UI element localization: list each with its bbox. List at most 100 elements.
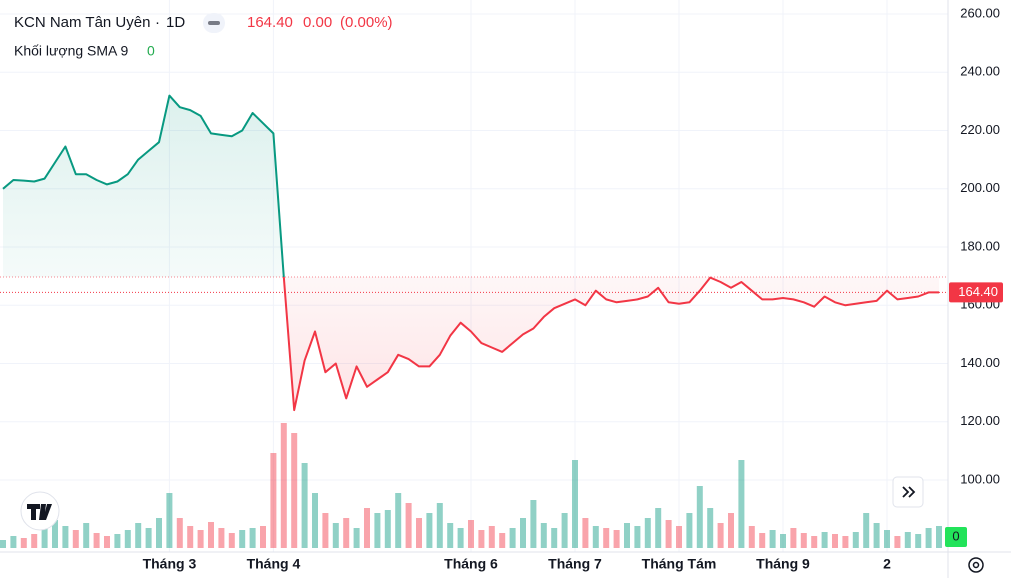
volume-bar — [228, 533, 235, 548]
volume-bar — [592, 526, 599, 548]
price-area — [3, 95, 284, 277]
volume-bar — [260, 526, 266, 548]
volume-bar — [572, 460, 578, 548]
volume-bar — [832, 534, 838, 548]
settings-button[interactable] — [968, 557, 984, 573]
x-tick-label: Tháng 3 — [143, 556, 197, 572]
volume-bar — [821, 532, 828, 548]
volume-value-box — [945, 527, 967, 547]
volume-bar — [884, 530, 890, 548]
y-tick-label: 240.00 — [960, 64, 1000, 79]
volume-bar — [551, 528, 558, 548]
last-price-box — [949, 282, 1003, 303]
volume-bar — [624, 523, 630, 548]
volume-bar — [374, 513, 381, 548]
volume-bar — [270, 453, 277, 548]
volume-bar — [31, 534, 38, 548]
volume-bar — [208, 522, 214, 548]
volume-bar — [104, 536, 110, 548]
volume-bar — [312, 493, 318, 548]
y-tick-label: 220.00 — [960, 122, 1000, 137]
volume-bar — [800, 533, 807, 548]
logo[interactable] — [20, 491, 60, 531]
volume-bar — [520, 518, 526, 548]
volume-bar — [72, 530, 79, 548]
volume-bar — [0, 540, 6, 548]
volume-bar — [384, 510, 391, 548]
volume-bar — [176, 518, 183, 548]
volume-bar — [41, 528, 48, 548]
volume-pane — [0, 423, 942, 548]
x-tick-label: 2 — [883, 556, 891, 572]
volume-bar — [93, 533, 100, 548]
volume-bar — [676, 526, 682, 548]
volume-bar — [218, 528, 225, 548]
volume-bar — [707, 508, 714, 548]
volume-bar — [343, 518, 350, 548]
volume-bar — [83, 523, 90, 548]
volume-bar — [405, 503, 412, 548]
volume-bar — [353, 528, 360, 548]
volume-bar — [769, 530, 776, 548]
volume-bar — [478, 530, 485, 548]
volume-bar — [894, 536, 901, 548]
volume-bar — [915, 534, 922, 548]
volume-bar — [426, 513, 433, 548]
volume-bar — [603, 528, 610, 548]
price-area — [283, 276, 939, 411]
header-change-percent: (0.00%) — [340, 14, 393, 31]
volume-bar — [613, 530, 620, 548]
volume-bar — [634, 526, 641, 548]
volume-bar — [52, 520, 58, 548]
volume-bar — [540, 523, 547, 548]
volume-bar — [790, 528, 797, 548]
volume-bar — [811, 536, 818, 548]
volume-bar — [842, 536, 849, 548]
volume-bar — [499, 533, 506, 548]
volume-value-label: 0 — [952, 528, 959, 543]
volume-bar — [530, 500, 537, 548]
volume-bar — [322, 513, 329, 548]
volume-bar — [728, 513, 734, 548]
volume-bar — [644, 518, 651, 548]
price-axis: 100.00120.00140.00160.00180.00200.00220.… — [945, 5, 1003, 547]
volume-bar — [925, 528, 932, 548]
volume-bar — [686, 513, 693, 548]
price-line — [2, 94, 285, 278]
volume-bar — [20, 538, 27, 548]
volume-bar — [10, 536, 17, 548]
volume-bar — [873, 523, 880, 548]
volume-bar — [197, 530, 204, 548]
volume-bar — [457, 528, 464, 548]
x-tick-label: Tháng 6 — [444, 556, 498, 572]
scroll-icon — [902, 486, 916, 498]
x-tick-label: Tháng 7 — [548, 556, 602, 572]
volume-bar — [488, 526, 495, 548]
volume-bar — [249, 528, 256, 548]
y-tick-label: 120.00 — [960, 413, 1000, 428]
volume-bar — [852, 532, 859, 548]
separator: · — [155, 14, 160, 31]
volume-bar — [332, 523, 339, 548]
volume-bar — [696, 486, 703, 548]
header-change: 0.00 — [303, 14, 332, 31]
volume-bar — [738, 460, 745, 548]
settings-icon — [972, 561, 980, 569]
volume-bar — [145, 528, 152, 548]
volume-bar — [863, 513, 870, 548]
volume-bar — [436, 503, 443, 548]
volume-bar — [582, 518, 589, 548]
volume-bar — [62, 526, 69, 548]
volume-bar — [291, 433, 298, 548]
volume-bar — [135, 523, 142, 548]
volume-bar — [114, 534, 121, 548]
volume-bar — [468, 520, 474, 548]
y-tick-label: 200.00 — [960, 180, 1000, 195]
symbol: KCN Nam Tân Uyên — [14, 14, 150, 31]
volume-bar — [416, 518, 422, 548]
volume-legend-value: 0 — [147, 43, 155, 59]
volume-bar — [780, 534, 786, 548]
volume-bar — [301, 463, 308, 548]
